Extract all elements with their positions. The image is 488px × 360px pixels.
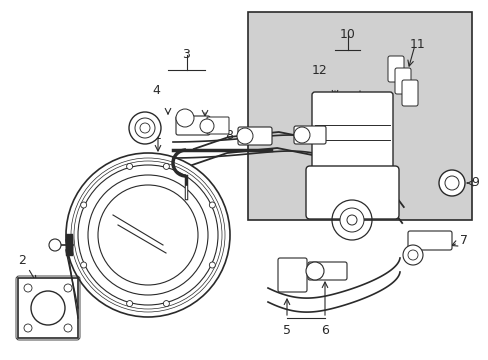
Circle shape [81, 262, 86, 268]
FancyBboxPatch shape [394, 68, 410, 94]
Circle shape [200, 119, 214, 133]
FancyBboxPatch shape [176, 116, 209, 135]
Circle shape [293, 127, 309, 143]
Circle shape [438, 170, 464, 196]
Circle shape [81, 202, 86, 208]
FancyBboxPatch shape [278, 258, 306, 292]
Text: 10: 10 [339, 28, 355, 41]
Circle shape [49, 239, 61, 251]
Circle shape [346, 215, 356, 225]
Text: 3: 3 [182, 48, 190, 61]
Circle shape [163, 301, 169, 307]
Circle shape [209, 262, 215, 268]
Circle shape [24, 324, 32, 332]
Text: 11: 11 [409, 38, 425, 51]
Circle shape [163, 163, 169, 170]
Circle shape [24, 284, 32, 292]
Circle shape [129, 112, 161, 144]
Circle shape [305, 262, 324, 280]
Text: 6: 6 [321, 324, 328, 337]
Text: 1: 1 [154, 129, 162, 142]
Text: 5: 5 [283, 324, 290, 337]
Text: 9: 9 [470, 176, 478, 189]
FancyBboxPatch shape [407, 231, 451, 250]
Circle shape [64, 284, 72, 292]
FancyBboxPatch shape [305, 166, 398, 219]
Circle shape [237, 128, 252, 144]
Text: 12: 12 [311, 63, 326, 77]
Circle shape [339, 208, 363, 232]
Text: 7: 7 [459, 234, 467, 247]
FancyBboxPatch shape [311, 92, 392, 178]
FancyBboxPatch shape [307, 262, 346, 280]
Circle shape [126, 301, 132, 307]
Circle shape [64, 324, 72, 332]
Circle shape [402, 245, 422, 265]
Circle shape [126, 163, 132, 170]
FancyBboxPatch shape [206, 117, 228, 134]
FancyBboxPatch shape [387, 56, 403, 82]
Text: 4: 4 [152, 84, 160, 96]
Bar [18, 278, 78, 338]
Text: 2: 2 [18, 253, 26, 266]
Bar [247, 12, 471, 220]
FancyBboxPatch shape [238, 127, 271, 145]
FancyBboxPatch shape [401, 80, 417, 106]
Circle shape [31, 291, 65, 325]
Text: 8: 8 [224, 130, 232, 143]
Circle shape [209, 202, 215, 208]
FancyBboxPatch shape [293, 126, 325, 144]
Circle shape [66, 153, 229, 317]
Circle shape [176, 109, 194, 127]
